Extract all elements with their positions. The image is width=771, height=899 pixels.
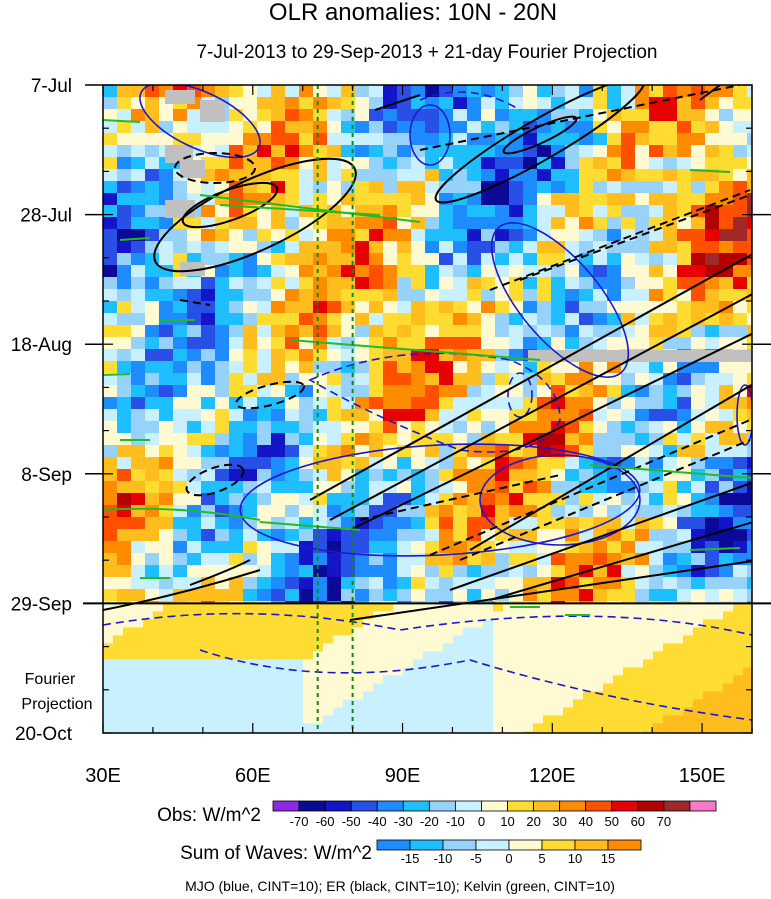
colorbar-level-label: 10	[568, 851, 582, 866]
colorbar-level-label: -30	[394, 814, 413, 829]
colorbar-level-label: -50	[342, 814, 361, 829]
obs-colorbar: -70 -60 -50 -40 -30 -20 -10 0 10 20 30 40 50 60 70	[272, 800, 717, 829]
colorbar-swatch	[428, 800, 456, 812]
colorbar-swatch	[574, 839, 609, 851]
colorbar-swatch	[507, 800, 534, 812]
colorbar-swatch	[533, 800, 561, 812]
x-tick-label: 60E	[235, 765, 271, 787]
x-tick-label: 120E	[529, 765, 576, 787]
colorbar-level-label: 70	[657, 814, 671, 829]
olr-anomaly-field	[103, 85, 752, 733]
chart-title: OLR anomalies: 10N - 20N	[269, 0, 557, 26]
waves-colorbar: -15 -10 -5 0 5 10 15	[376, 839, 642, 866]
colorbar-level-label: 40	[578, 814, 592, 829]
projection-label-line1: Fourier	[25, 671, 76, 688]
colorbar-level-label: -15	[401, 851, 420, 866]
reference-meridians	[316, 85, 354, 733]
projection-label-line2: Projection	[21, 696, 92, 713]
mjo-contours	[103, 85, 752, 721]
colorbar-level-label: -60	[316, 814, 335, 829]
colorbar-level-label: 0	[505, 851, 512, 866]
colorbar-swatch	[541, 839, 576, 851]
y-axis: 7-Jul 28-Jul 18-Aug 8-Sep 29-Sep 20-Oct	[11, 76, 771, 745]
waves-legend-label: Sum of Waves: W/m^2	[180, 843, 372, 864]
colorbar-level-label: -70	[290, 814, 309, 829]
colorbar-swatch	[481, 800, 508, 812]
colorbar-swatch	[298, 800, 326, 812]
colorbar-level-label: -10	[434, 851, 453, 866]
colorbar-swatch	[637, 800, 665, 812]
colorbar-swatch	[663, 800, 691, 812]
colorbar-level-label: -10	[446, 814, 465, 829]
colorbar-swatch	[350, 800, 378, 812]
colorbar-level-label: -20	[420, 814, 439, 829]
colorbar-level-label: 10	[500, 814, 514, 829]
plot-frame	[102, 84, 753, 734]
y-tick-label: 28-Jul	[20, 206, 72, 227]
colorbar-swatch	[607, 839, 642, 851]
colorbar-swatch	[402, 800, 430, 812]
colorbar-swatch	[376, 839, 411, 851]
kelvin-contours	[103, 119, 752, 616]
x-tick-label: 90E	[385, 765, 421, 787]
colorbar-swatch	[475, 839, 510, 851]
colorbar-swatch	[508, 839, 543, 851]
y-tick-label: 29-Sep	[11, 594, 72, 615]
colorbar-swatch	[409, 839, 444, 851]
colorbar-level-label: 60	[631, 814, 645, 829]
colorbar-swatch	[376, 800, 404, 812]
colorbar-level-label: -5	[470, 851, 482, 866]
colorbar-level-label: 50	[605, 814, 619, 829]
colorbar-level-label: 0	[478, 814, 485, 829]
x-tick-label: 30E	[85, 765, 121, 787]
contour-legend-note: MJO (blue, CINT=10); ER (black, CINT=10)…	[185, 878, 615, 894]
y-tick-label: 7-Jul	[31, 76, 72, 97]
colorbar-level-label: 20	[526, 814, 540, 829]
colorbar-level-label: 5	[538, 851, 545, 866]
x-tick-label: 150E	[679, 765, 726, 787]
chart-subtitle: 7-Jul-2013 to 29-Sep-2013 + 21-day Fouri…	[196, 42, 657, 63]
colorbar-swatch	[455, 800, 482, 812]
colorbar-level-label: -40	[368, 814, 387, 829]
colorbar-swatch	[324, 800, 352, 812]
colorbar-swatch	[559, 800, 587, 812]
y-tick-label: 8-Sep	[21, 465, 72, 486]
colorbar-swatch	[442, 839, 477, 851]
colorbar-swatch	[611, 800, 639, 812]
wave-contours	[103, 85, 752, 721]
y-tick-label: 20-Oct	[15, 724, 73, 745]
colorbar-swatch	[689, 800, 717, 812]
colorbar-swatch	[585, 800, 613, 812]
colorbar-level-label: 15	[601, 851, 615, 866]
x-axis: 30E 60E 90E 120E 150E	[85, 85, 753, 787]
colorbar-swatch	[272, 800, 300, 812]
er-contours	[103, 85, 752, 621]
y-tick-label: 18-Aug	[11, 335, 72, 356]
obs-legend-label: Obs: W/m^2	[157, 805, 261, 826]
colorbar-level-label: 30	[552, 814, 566, 829]
missing-data-patches	[165, 90, 752, 362]
